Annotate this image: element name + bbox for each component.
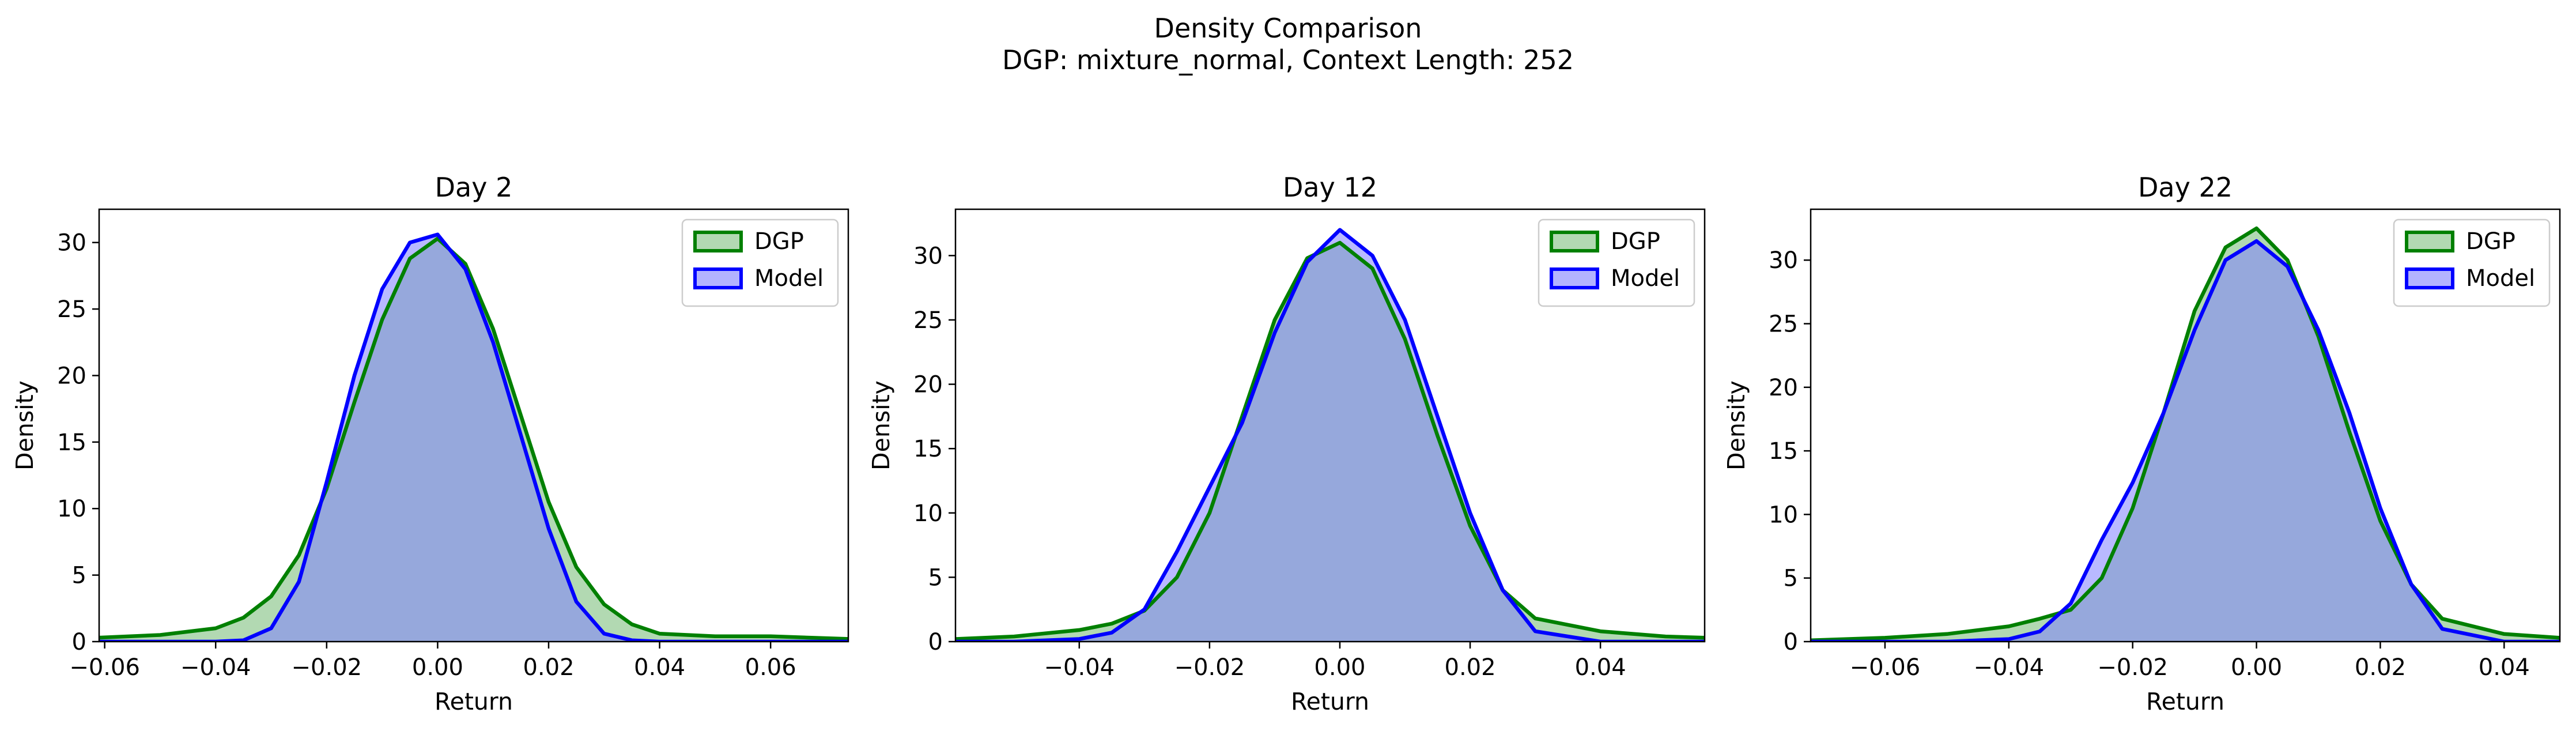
x-tick-label: −0.04	[1044, 654, 1115, 681]
legend: DGP Model	[2393, 218, 2551, 307]
y-tick-label: 5	[72, 563, 86, 589]
legend: DGP Model	[681, 218, 839, 307]
y-tick-label: 0	[72, 629, 86, 655]
legend-label-dgp: DGP	[1611, 228, 1660, 255]
subplot-2: −0.04 −0.02 0.00 0.02 0.04 0 5 10 15 20 25 30 Day 12…	[867, 172, 1706, 715]
x-tick-label: −0.04	[180, 654, 251, 681]
x-tick-label: 0.04	[1575, 654, 1626, 681]
y-tick-label: 10	[57, 496, 86, 522]
model-density-fill	[99, 234, 848, 642]
subplot-title: Day 2	[435, 172, 513, 203]
legend-label-model: Model	[2466, 265, 2535, 292]
x-tick-label: −0.02	[1174, 654, 1245, 681]
axes-frame	[1810, 208, 2561, 643]
x-tick-label: 0.00	[2231, 654, 2282, 681]
legend-swatch-model	[693, 267, 743, 289]
x-tick-label: 0.00	[1314, 654, 1365, 681]
y-tick-label: 25	[57, 296, 86, 323]
x-axis-label: Return	[435, 688, 513, 715]
x-tick-label: −0.02	[2097, 654, 2168, 681]
y-tick-label: 20	[913, 372, 943, 398]
y-tick-label: 30	[913, 243, 943, 269]
y-tick-label: 20	[57, 363, 86, 389]
subplot-title: Day 12	[1283, 172, 1377, 203]
x-axis-label: Return	[2146, 688, 2224, 715]
y-tick-label: 20	[1769, 375, 1798, 401]
y-tick-label: 30	[1769, 247, 1798, 274]
model-density-line	[955, 228, 1705, 642]
x-tick-label: 0.00	[412, 654, 463, 681]
x-tick-label: −0.06	[69, 654, 140, 681]
legend-swatch-model	[1550, 267, 1599, 289]
legend-label-dgp: DGP	[2466, 228, 2515, 255]
y-tick-label: 0	[928, 629, 943, 655]
dgp-density-line	[955, 240, 1705, 641]
x-tick-label: −0.04	[1974, 654, 2045, 681]
x-tick-label: −0.06	[1850, 654, 1921, 681]
subplot-1: −0.06 −0.04 −0.02 0.00 0.02 0.04 0.06 0 5 10 15 20 2…	[11, 172, 849, 715]
y-tick-label: 15	[1769, 438, 1798, 465]
model-density-fill	[955, 229, 1705, 642]
x-axis-label: Return	[1291, 688, 1369, 715]
x-tick-label: 0.02	[523, 654, 574, 681]
y-axis-label: Density	[867, 380, 895, 470]
y-tick-label: 10	[913, 500, 943, 527]
x-tick-label: 0.04	[2479, 654, 2530, 681]
y-tick-label: 0	[1784, 629, 1798, 655]
figure-subtitle: DGP: mixture_normal, Context Length: 252	[1002, 44, 1574, 76]
legend-label-model: Model	[754, 265, 824, 292]
legend-label-dgp: DGP	[754, 228, 804, 255]
y-tick-label: 10	[1769, 502, 1798, 528]
y-tick-label: 5	[928, 564, 943, 591]
legend-label-model: Model	[1611, 265, 1680, 292]
y-tick-label: 25	[1769, 311, 1798, 338]
legend: DGP Model	[1538, 218, 1695, 307]
y-axis-label: Density	[1723, 380, 1750, 470]
y-tick-label: 25	[913, 307, 943, 334]
x-tick-label: 0.06	[745, 654, 796, 681]
figure-title: Density Comparison	[1154, 13, 1422, 44]
x-tick-label: 0.04	[634, 654, 685, 681]
axes-frame	[98, 208, 849, 643]
subplot-3: −0.06 −0.04 −0.02 0.00 0.02 0.04 0 5 10 15 20 25 30 D…	[1723, 172, 2561, 715]
x-tick-label: 0.02	[2355, 654, 2406, 681]
model-density-line	[1811, 239, 2560, 642]
legend-swatch-dgp	[693, 231, 743, 252]
y-axis-label: Density	[11, 380, 39, 470]
plot-area	[1811, 226, 2560, 642]
legend-swatch-model	[2405, 267, 2454, 289]
plot-area	[955, 228, 1705, 642]
y-tick-label: 15	[913, 436, 943, 462]
x-tick-label: 0.02	[1445, 654, 1496, 681]
x-tick-label: −0.02	[292, 654, 362, 681]
model-density-fill	[1811, 241, 2560, 642]
y-tick-label: 5	[1784, 566, 1798, 592]
y-tick-label: 30	[57, 230, 86, 257]
legend-swatch-dgp	[2405, 231, 2454, 252]
axes-frame	[954, 208, 1706, 643]
legend-swatch-dgp	[1550, 231, 1599, 252]
subplot-title: Day 22	[2138, 172, 2233, 203]
y-tick-label: 15	[57, 429, 86, 456]
